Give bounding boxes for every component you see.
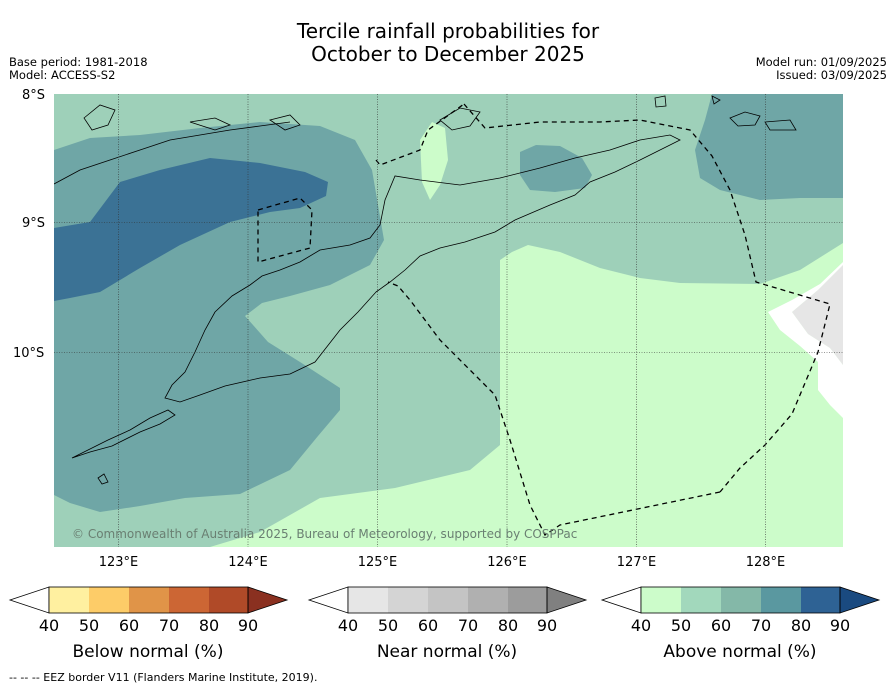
eez-footnote: -- -- -- EEZ border V11 (Flanders Marine… xyxy=(9,671,318,684)
island-coastline-1 xyxy=(83,104,116,131)
lon-label-125e: 125°E xyxy=(358,555,398,570)
region-above-40-50 xyxy=(210,243,843,547)
colorbar-near-swatch-1 xyxy=(348,587,388,613)
eez-border-west xyxy=(257,197,313,263)
colorbar-near-tick-40: 40 xyxy=(338,616,358,635)
lon-label-127e: 127°E xyxy=(617,555,657,570)
colorbar-near-tick-90: 90 xyxy=(537,616,557,635)
coastlines xyxy=(54,95,797,485)
colorbar-above-min-arrow xyxy=(600,586,642,614)
colorbar-near-swatch-3 xyxy=(428,587,468,613)
colorbar-above-swatch-1 xyxy=(641,587,681,613)
colorbar-above-swatch-2 xyxy=(681,587,721,613)
island-coastline-5 xyxy=(764,119,797,131)
colorbar-below-swatch-1 xyxy=(49,587,89,613)
probability-map: © Commonwealth of Australia 2025, Bureau… xyxy=(54,94,843,547)
lon-label-124e: 124°E xyxy=(228,555,268,570)
colorbar-below-normal: 40 50 60 70 80 90 Below normal (%) xyxy=(8,586,289,662)
colorbar-above-tick-90: 90 xyxy=(830,616,850,635)
colorbar-above-tick-70: 70 xyxy=(751,616,771,635)
colorbar-below-swatch-2 xyxy=(89,587,129,613)
issued-date: Issued: 03/09/2025 xyxy=(776,68,887,82)
region-no-dominant-east xyxy=(768,262,843,418)
colorbar-below-tick-90: 90 xyxy=(238,616,258,635)
colorbar-below-tick-50: 50 xyxy=(79,616,99,635)
colorbar-below-swatch-3 xyxy=(129,587,169,613)
lat-label-10s: 10°S xyxy=(13,346,44,361)
title-line-2: October to December 2025 xyxy=(311,42,585,66)
lon-label-123e: 123°E xyxy=(99,555,139,570)
colorbar-above-tick-50: 50 xyxy=(671,616,691,635)
colorbar-above-label: Above normal (%) xyxy=(663,642,816,662)
colorbar-above-tick-80: 80 xyxy=(791,616,811,635)
colorbar-near-tick-50: 50 xyxy=(378,616,398,635)
graticule xyxy=(54,94,843,547)
eez-border-north xyxy=(375,103,465,166)
colorbar-near-label: Near normal (%) xyxy=(377,642,517,662)
colorbar-below-min-arrow xyxy=(8,586,50,614)
island-coastline-2 xyxy=(189,117,232,131)
region-above-60-70-timor xyxy=(520,145,592,192)
islet-coastline-3 xyxy=(711,95,721,105)
island-coastline-3 xyxy=(269,114,301,131)
base-period: Base period: 1981-2018 xyxy=(9,55,148,69)
colorbar-near-swatch-2 xyxy=(388,587,428,613)
islet-coastline xyxy=(97,473,109,485)
model-name: Model: ACCESS-S2 xyxy=(9,68,116,82)
flores-coastline xyxy=(54,121,291,185)
colorbar-near-swatch-4 xyxy=(468,587,508,613)
timor-coastline xyxy=(164,134,681,403)
run-info: Model run: 01/09/2025 Issued: 03/09/2025 xyxy=(756,56,887,82)
map-title: Tercile rainfall probabilities for Octob… xyxy=(0,20,896,66)
region-near-normal-east xyxy=(792,265,843,365)
lon-label-128e: 128°E xyxy=(746,555,786,570)
colorbar-above-swatch-5 xyxy=(801,587,840,613)
colorbar-near-max-arrow xyxy=(546,586,588,614)
eez-border xyxy=(257,103,831,536)
islet-coastline-2 xyxy=(654,95,667,108)
alor-coastline xyxy=(439,107,481,131)
model-info: Base period: 1981-2018 Model: ACCESS-S2 xyxy=(9,56,148,82)
colorbar-above-max-arrow xyxy=(839,586,881,614)
colorbar-above-tick-60: 60 xyxy=(711,616,731,635)
lat-label-8s: 8°S xyxy=(22,88,45,103)
colorbar-above-swatch-4 xyxy=(761,587,801,613)
colorbar-above-normal: 40 50 60 70 80 90 Above normal (%) xyxy=(600,586,881,662)
colorbar-near-tick-80: 80 xyxy=(498,616,518,635)
region-above-60-70-northeast xyxy=(695,94,843,200)
model-run: Model run: 01/09/2025 xyxy=(755,55,887,69)
colorbar-below-tick-80: 80 xyxy=(199,616,219,635)
title-line-1: Tercile rainfall probabilities for xyxy=(296,19,600,43)
colorbar-below-label: Below normal (%) xyxy=(73,642,224,662)
rote-coastline xyxy=(71,409,176,459)
copyright-notice: © Commonwealth of Australia 2025, Bureau… xyxy=(72,527,577,541)
colorbar-near-normal: 40 50 60 70 80 90 Near normal (%) xyxy=(307,586,588,662)
colorbar-near-swatch-5 xyxy=(508,587,547,613)
colorbar-above-tick-40: 40 xyxy=(631,616,651,635)
colorbar-near-min-arrow xyxy=(307,586,349,614)
colorbar-near-tick-60: 60 xyxy=(418,616,438,635)
island-coastline-4 xyxy=(729,111,761,127)
lon-label-126e: 126°E xyxy=(487,555,527,570)
eez-border-south xyxy=(387,281,721,536)
colorbar-below-tick-40: 40 xyxy=(39,616,59,635)
colorbar-near-tick-70: 70 xyxy=(458,616,478,635)
colorbar-below-tick-60: 60 xyxy=(119,616,139,635)
eez-border-east xyxy=(463,103,831,493)
colorbar-above-swatch-3 xyxy=(721,587,761,613)
colorbar-below-max-arrow xyxy=(247,586,289,614)
colorbar-below-swatch-4 xyxy=(169,587,209,613)
colorbar-below-swatch-5 xyxy=(209,587,248,613)
colorbar-below-tick-70: 70 xyxy=(159,616,179,635)
lat-label-9s: 9°S xyxy=(22,216,45,231)
region-above-70-80-west xyxy=(54,158,328,301)
